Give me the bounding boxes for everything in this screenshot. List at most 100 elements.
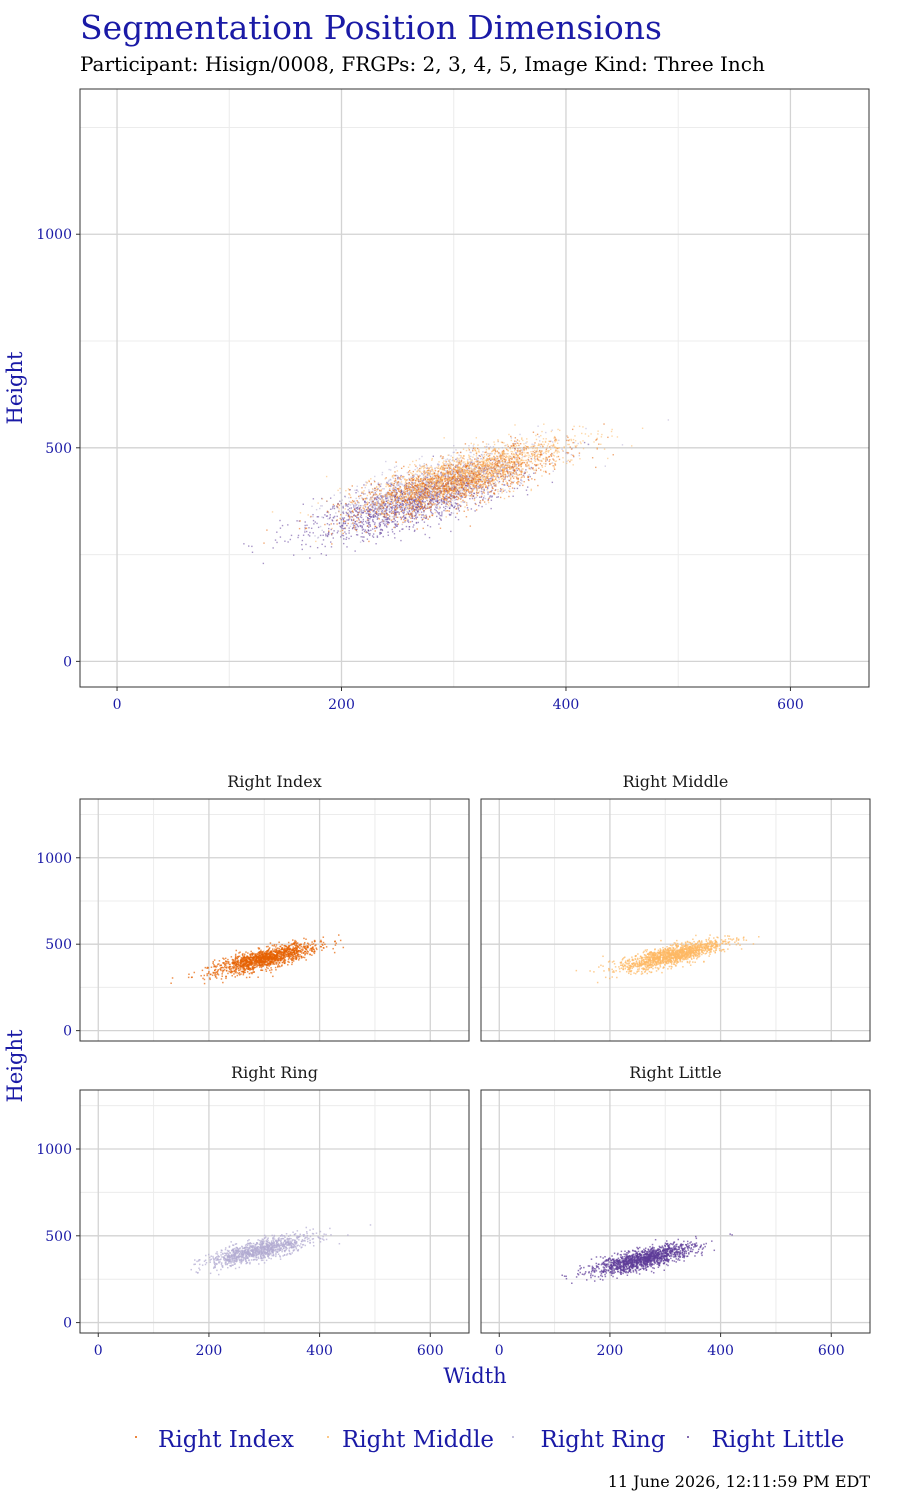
data-point (317, 516, 320, 518)
data-point (506, 443, 509, 446)
data-point (441, 513, 443, 515)
data-point (453, 481, 455, 483)
data-point (524, 472, 526, 474)
data-point (400, 495, 403, 498)
data-point (421, 492, 423, 494)
data-point (528, 473, 530, 476)
data-point (437, 465, 440, 467)
data-point (495, 465, 497, 467)
data-point (466, 478, 468, 481)
data-point (506, 448, 508, 451)
data-point (272, 547, 274, 549)
data-point (411, 473, 413, 475)
data-point (421, 484, 424, 486)
data-point (512, 467, 514, 470)
data-point (327, 511, 330, 514)
data-point (477, 481, 480, 483)
data-point (488, 447, 490, 449)
data-point (410, 497, 412, 499)
data-point (386, 509, 388, 511)
data-point (410, 493, 412, 496)
data-point (450, 466, 452, 468)
data-point (511, 487, 514, 489)
data-point (499, 470, 501, 473)
data-point (448, 485, 451, 488)
data-point (473, 472, 475, 474)
data-point (476, 476, 478, 478)
data-point (550, 452, 553, 455)
data-point (475, 478, 477, 481)
data-point (413, 502, 416, 505)
data-point (412, 495, 415, 498)
data-point (504, 475, 507, 478)
data-point (462, 471, 464, 473)
data-point (399, 478, 401, 480)
data-point (445, 516, 447, 518)
data-point (377, 483, 379, 485)
data-point (468, 485, 470, 487)
data-point (418, 481, 420, 484)
data-point (527, 458, 529, 461)
data-point (379, 529, 382, 531)
data-point (464, 466, 467, 468)
data-point (394, 508, 396, 511)
data-point (459, 475, 461, 478)
data-point (437, 463, 440, 466)
data-point (328, 531, 330, 533)
data-point (553, 459, 555, 461)
data-point (410, 504, 412, 507)
data-point (421, 514, 423, 516)
data-point (507, 472, 509, 474)
data-point (550, 455, 553, 457)
data-point (498, 448, 500, 450)
data-point (538, 443, 540, 445)
data-point (422, 482, 425, 485)
data-point (414, 500, 417, 502)
data-point (427, 506, 429, 508)
data-point (356, 485, 358, 488)
data-point (367, 506, 370, 508)
data-point (421, 502, 423, 504)
data-point (485, 479, 488, 482)
data-point (350, 511, 353, 513)
data-point (243, 543, 245, 545)
data-point (441, 457, 444, 460)
data-point (360, 511, 363, 513)
data-point (394, 510, 397, 512)
data-point (443, 493, 445, 496)
data-point (481, 480, 483, 483)
data-point (519, 442, 522, 445)
data-point (348, 489, 351, 491)
data-point (290, 534, 293, 537)
data-point (312, 532, 314, 534)
data-point (459, 496, 462, 498)
data-point (405, 504, 407, 507)
data-point (315, 508, 318, 511)
data-point (456, 465, 459, 467)
data-point (504, 489, 506, 491)
data-point (504, 468, 506, 470)
data-point (444, 464, 446, 467)
data-point (489, 468, 491, 470)
data-point (510, 439, 513, 442)
data-point (485, 454, 488, 456)
data-point (349, 511, 352, 514)
data-point (422, 485, 424, 487)
data-point (385, 492, 388, 494)
data-point (413, 478, 416, 480)
data-point (397, 498, 399, 500)
data-point (355, 526, 357, 528)
data-point (479, 468, 482, 470)
data-point (350, 508, 352, 510)
data-point (477, 480, 479, 482)
data-point (415, 477, 417, 479)
data-point (513, 480, 515, 483)
data-point (428, 479, 430, 481)
data-point (443, 437, 445, 439)
data-point (368, 509, 370, 512)
data-point (458, 480, 460, 482)
data-point (546, 445, 549, 447)
data-point (411, 474, 414, 477)
data-point (425, 514, 427, 516)
data-point (567, 452, 570, 454)
